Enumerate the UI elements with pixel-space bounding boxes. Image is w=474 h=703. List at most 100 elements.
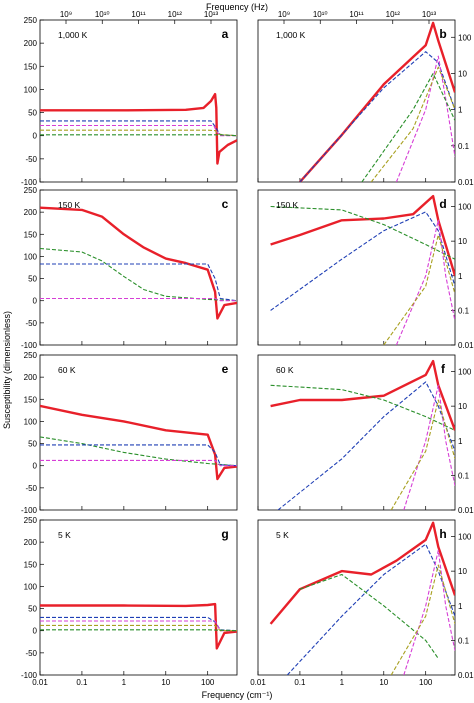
series-line-1 xyxy=(269,521,455,625)
series-line-1 xyxy=(40,602,237,650)
y-tick-label: -100 xyxy=(21,671,38,680)
x-tick-label: 0.01 xyxy=(32,678,48,687)
y-tick-label: 0.01 xyxy=(458,178,474,187)
y-tick-label: 100 xyxy=(458,533,472,542)
panel-d: 100 10 1 0.1 0.01 150 K d xyxy=(257,189,474,350)
top-tick-label: 10¹¹ xyxy=(131,10,146,19)
series-line-4 xyxy=(40,129,237,137)
y-tick-label: 1 xyxy=(458,106,463,115)
y-tick-label: 0.1 xyxy=(458,142,470,151)
temperature-label: 150 K xyxy=(58,200,81,210)
y-tick-label: 100 xyxy=(458,368,472,377)
y-tick-label: 250 xyxy=(24,351,38,360)
panel-letter: f xyxy=(441,362,446,376)
y-tick-label: 10 xyxy=(458,567,467,576)
series-line-2 xyxy=(299,51,455,182)
temperature-label: 1,000 K xyxy=(276,30,306,40)
panel-letter: g xyxy=(221,527,228,541)
temperature-label: 5 K xyxy=(276,530,289,540)
panel-letter: e xyxy=(222,362,229,376)
y-tick-label: -100 xyxy=(21,178,38,187)
y-tick-label: 0.01 xyxy=(458,671,474,680)
series-line-2 xyxy=(40,120,237,137)
y-tick-label: 100 xyxy=(458,33,472,42)
panel-group: 10⁹ 10¹⁰ 10¹¹ 10¹² 10¹³250200150100500-50-10… xyxy=(21,10,474,687)
panel-c: 250 200 150 100 50 0 -50 -100 150 K c xyxy=(21,186,238,350)
top-tick-label: 10¹⁰ xyxy=(313,10,328,19)
series-group xyxy=(40,92,237,165)
x-tick-label: 0.1 xyxy=(76,678,88,687)
series-line-1 xyxy=(299,21,455,182)
temperature-label: 60 K xyxy=(276,365,294,375)
series-line-3 xyxy=(40,263,237,302)
y-tick-label: 100 xyxy=(458,203,472,212)
y-tick-label: 0.01 xyxy=(458,506,474,515)
temperature-label: 1,000 K xyxy=(58,30,88,40)
x-tick-label: 1 xyxy=(122,678,127,687)
y-tick-label: 200 xyxy=(24,538,38,547)
y-tick-label: 250 xyxy=(24,516,38,525)
temperature-label: 150 K xyxy=(276,200,299,210)
series-line-2 xyxy=(40,247,237,302)
y-tick-label: 0.1 xyxy=(458,306,470,315)
top-axis-label: Frequency (Hz) xyxy=(206,2,268,12)
panel-letter: d xyxy=(439,197,446,211)
y-tick-label: 0.01 xyxy=(458,341,474,350)
temperature-label: 5 K xyxy=(58,530,71,540)
panel-a: 10⁹ 10¹⁰ 10¹¹ 10¹² 10¹³ 250 200 150 100 50 0 -50 -10… xyxy=(21,10,238,187)
panel-b: 10⁹ 10¹⁰ 10¹¹ 10¹² 10¹³ 100 10 1 0.1 0.01 1,000 K b xyxy=(257,10,474,187)
series-line-2 xyxy=(277,381,455,510)
y-tick-label: -50 xyxy=(25,649,37,658)
top-tick-label: 10¹³ xyxy=(204,10,219,19)
series-group xyxy=(270,194,455,345)
series-line-5 xyxy=(40,629,237,632)
series-line-4 xyxy=(403,549,455,675)
series-line-3 xyxy=(395,55,455,182)
series-line-2 xyxy=(40,616,237,632)
series-line-4 xyxy=(403,384,455,510)
panel-letter: h xyxy=(439,527,446,541)
top-tick-label: 10¹² xyxy=(168,10,183,19)
x-tick-label: 100 xyxy=(419,678,433,687)
series-line-3 xyxy=(270,384,455,431)
series-line-3 xyxy=(270,205,455,260)
series-line-5 xyxy=(390,399,455,510)
series-line-1 xyxy=(40,404,237,481)
panel-e: 250 200 150 100 50 0 -50 -100 60 K e xyxy=(21,351,238,515)
series-line-5 xyxy=(40,134,237,137)
y-tick-label: 1 xyxy=(458,602,463,611)
top-tick-label: 10⁹ xyxy=(60,10,72,19)
x-tick-label: 10 xyxy=(161,678,170,687)
panel-g: 0.01 0.1 1 10 100 250 200 150 100 50 0 -50 -100 5 K g xyxy=(21,516,238,687)
x-tick-label: 0.01 xyxy=(250,678,266,687)
series-group xyxy=(299,21,455,182)
y-tick-label: 250 xyxy=(24,186,38,195)
y-tick-label: -50 xyxy=(25,319,37,328)
panel-letter: c xyxy=(222,197,229,211)
y-tick-label: 150 xyxy=(24,230,38,239)
y-tick-label: 1 xyxy=(458,437,463,446)
panel-f: 100 10 1 0.1 0.01 60 K f xyxy=(257,354,474,515)
plot-frame xyxy=(39,519,238,676)
y-tick-label: 1 xyxy=(458,272,463,281)
top-tick-label: 10¹¹ xyxy=(349,10,364,19)
y-tick-label: 250 xyxy=(24,16,38,25)
y-tick-label: 150 xyxy=(24,560,38,569)
plot-frame xyxy=(39,189,238,346)
x-tick-label: 100 xyxy=(201,678,215,687)
y-tick-label: 0.1 xyxy=(458,471,470,480)
y-tick-label: 10 xyxy=(458,69,467,78)
y-tick-label: 100 xyxy=(24,252,38,261)
y-axis-label: Susceptibility (dimensionless) xyxy=(2,311,12,429)
series-line-1 xyxy=(270,194,455,277)
x-tick-label: 0.1 xyxy=(294,678,306,687)
series-line-1 xyxy=(40,92,237,165)
temperature-label: 60 K xyxy=(58,365,76,375)
series-group xyxy=(40,602,237,650)
series-line-2 xyxy=(286,543,455,675)
y-tick-label: 150 xyxy=(24,62,38,71)
top-tick-label: 10¹² xyxy=(386,10,401,19)
series-line-5 xyxy=(361,72,455,182)
panel-letter: a xyxy=(222,27,229,41)
